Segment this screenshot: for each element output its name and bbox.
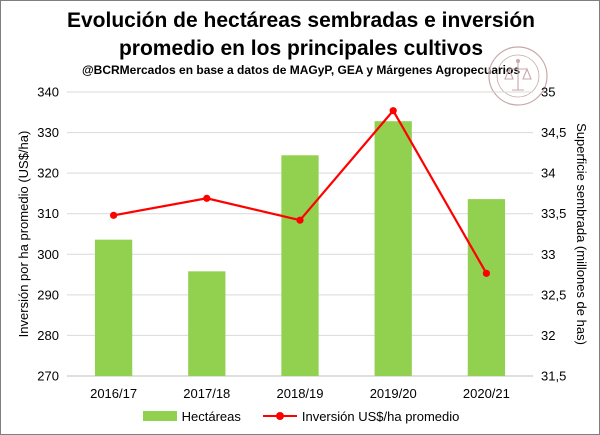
institution-seal-icon <box>488 46 548 106</box>
y-left-axis-title: Inversión por ha promedio (US$/ha) <box>16 131 31 338</box>
right-tick-label: 31,5 <box>541 369 566 384</box>
right-tick-label: 35 <box>541 85 555 100</box>
left-tick-label: 280 <box>37 328 59 343</box>
x-tick-label: 2018/19 <box>277 386 324 401</box>
bar-hectareas <box>94 239 133 376</box>
chart-subtitle: @BCRMercados en base a datos de MAGyP, G… <box>81 63 521 77</box>
legend-label-inversion: Inversión US$/ha promedio <box>301 408 460 424</box>
bar-series-hectareas <box>94 121 506 376</box>
bar-hectareas <box>188 271 226 376</box>
x-axis-ticks: 2016/17 2017/18 2018/19 2019/20 2020/21 <box>90 386 510 401</box>
right-tick-label: 33 <box>541 247 555 262</box>
legend-swatch-inversion <box>262 411 297 421</box>
point-inversion <box>110 211 118 219</box>
left-tick-label: 330 <box>37 125 59 140</box>
point-inversion <box>389 107 397 115</box>
legend-item-hectareas: Hectáreas <box>142 408 241 424</box>
x-tick-label: 2019/20 <box>370 386 417 401</box>
chart-title: Evolución de hectáreas sembradas e inver… <box>1 7 599 63</box>
legend-item-inversion: Inversión US$/ha promedio <box>262 408 460 424</box>
left-tick-label: 310 <box>37 206 59 221</box>
right-axis-ticks: 31,5 32 32,5 33 33,5 34 34,5 35 <box>541 85 566 384</box>
y-right-axis-title: Superficie sembrada (millones de has) <box>574 123 589 345</box>
left-tick-label: 290 <box>37 287 59 302</box>
left-tick-label: 340 <box>37 85 59 100</box>
bar-hectareas <box>374 121 412 376</box>
chart-title-line1: Evolución de hectáreas sembradas e inver… <box>66 9 536 32</box>
left-tick-label: 320 <box>37 166 59 181</box>
left-tick-label: 300 <box>37 247 59 262</box>
legend-swatch-hectareas <box>142 411 177 421</box>
point-inversion <box>203 194 211 202</box>
right-tick-label: 33,5 <box>541 206 566 221</box>
x-tick-label: 2017/18 <box>183 386 230 401</box>
bar-hectareas <box>281 155 319 376</box>
chart-legend: Hectáreas Inversión US$/ha promedio <box>1 405 599 427</box>
chart-title-line2: promedio en los principales cultivos <box>118 37 484 60</box>
x-tick-label: 2020/21 <box>463 386 510 401</box>
right-tick-label: 32,5 <box>541 287 566 302</box>
x-tick-label: 2016/17 <box>90 386 137 401</box>
bar-hectareas <box>467 199 506 376</box>
line-series-inversion <box>110 107 490 277</box>
point-inversion <box>482 269 490 277</box>
point-inversion <box>296 216 304 224</box>
right-tick-label: 32 <box>541 328 555 343</box>
left-axis-ticks: 270 280 290 300 310 320 330 340 <box>37 85 59 384</box>
right-tick-label: 34,5 <box>541 125 566 140</box>
left-tick-label: 270 <box>37 369 59 384</box>
right-tick-label: 34 <box>541 166 555 181</box>
legend-label-hectareas: Hectáreas <box>181 408 241 424</box>
